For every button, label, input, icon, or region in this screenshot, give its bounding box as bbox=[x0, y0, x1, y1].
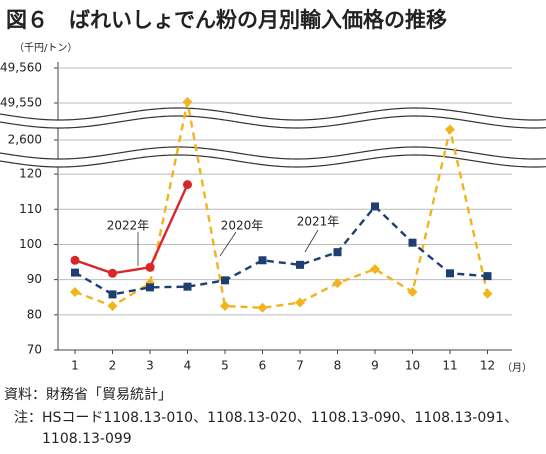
x-tick-label: 9 bbox=[371, 359, 379, 373]
y-axis-label: （千円/トン） bbox=[14, 42, 77, 54]
point bbox=[258, 256, 267, 265]
point bbox=[221, 276, 229, 285]
point bbox=[183, 180, 192, 190]
x-axis-label: （月） bbox=[502, 362, 532, 374]
y-tick-label: 70 bbox=[27, 343, 42, 357]
x-tick-label: 10 bbox=[405, 359, 420, 373]
x-tick-label: 4 bbox=[184, 359, 192, 373]
axis-break-edge bbox=[0, 154, 546, 168]
chart: （千円/トン） （月） 7080901001101202,60049,55049… bbox=[0, 42, 546, 374]
point bbox=[108, 268, 117, 278]
point bbox=[146, 283, 154, 292]
point bbox=[333, 248, 342, 257]
axis-break-edge bbox=[0, 115, 546, 129]
label-leader bbox=[219, 231, 237, 257]
axis-break bbox=[0, 147, 546, 167]
point bbox=[182, 96, 193, 107]
note-text: HSコード1108.13-010、1108.13-020、1108.13-090… bbox=[42, 410, 519, 447]
point bbox=[408, 238, 417, 247]
point bbox=[446, 269, 454, 278]
y-tick-label: 49,560 bbox=[0, 61, 42, 75]
point bbox=[295, 297, 305, 308]
axis-break bbox=[0, 108, 546, 128]
point bbox=[371, 202, 379, 211]
x-tick-label: 3 bbox=[146, 359, 154, 373]
source: 資料：財務省「貿易統計」 bbox=[4, 387, 172, 403]
label-leader bbox=[304, 229, 319, 253]
x-tick-label: 5 bbox=[221, 359, 229, 373]
y-tick-label: 120 bbox=[19, 167, 42, 181]
y-tick-label: 80 bbox=[27, 307, 42, 321]
y-tick-label: 2,600 bbox=[8, 133, 42, 147]
x-tick-label: 7 bbox=[296, 359, 304, 373]
point bbox=[370, 264, 380, 275]
point bbox=[483, 272, 492, 281]
x-tick-label: 6 bbox=[259, 359, 267, 373]
series-line bbox=[74, 204, 488, 296]
point bbox=[145, 262, 155, 272]
point bbox=[71, 268, 79, 277]
series-line bbox=[74, 184, 189, 275]
y-tick-label: 49,550 bbox=[0, 96, 42, 110]
point bbox=[70, 286, 80, 297]
x-tick-label: 1 bbox=[71, 359, 79, 373]
x-tick-label: 11 bbox=[442, 359, 457, 373]
x-tick-label: 12 bbox=[480, 359, 495, 373]
axis-break-edge bbox=[0, 107, 546, 121]
note-label: 注： bbox=[14, 410, 42, 426]
series-label: 2022年 bbox=[107, 219, 150, 233]
point bbox=[183, 282, 192, 291]
series-label: 2020年 bbox=[221, 219, 264, 233]
point bbox=[332, 278, 343, 289]
point bbox=[107, 301, 118, 312]
series-line bbox=[74, 101, 489, 309]
note: 注： HSコード1108.13-010、1108.13-020、1108.13-0… bbox=[14, 408, 542, 450]
point bbox=[70, 255, 80, 265]
point bbox=[407, 286, 418, 297]
x-tick-label: 8 bbox=[334, 359, 342, 373]
x-tick-label: 2 bbox=[109, 359, 117, 373]
point bbox=[296, 260, 304, 269]
point bbox=[257, 302, 268, 313]
point bbox=[108, 290, 117, 299]
y-tick-label: 100 bbox=[19, 237, 42, 251]
point bbox=[220, 301, 230, 312]
series-label: 2021年 bbox=[297, 215, 340, 229]
point bbox=[445, 124, 455, 135]
point bbox=[482, 288, 493, 299]
y-tick-label: 90 bbox=[27, 272, 42, 286]
y-tick-label: 110 bbox=[19, 202, 42, 216]
chart-title: 図６ ばれいしょでん粉の月別輸入価格の推移 bbox=[6, 8, 447, 32]
